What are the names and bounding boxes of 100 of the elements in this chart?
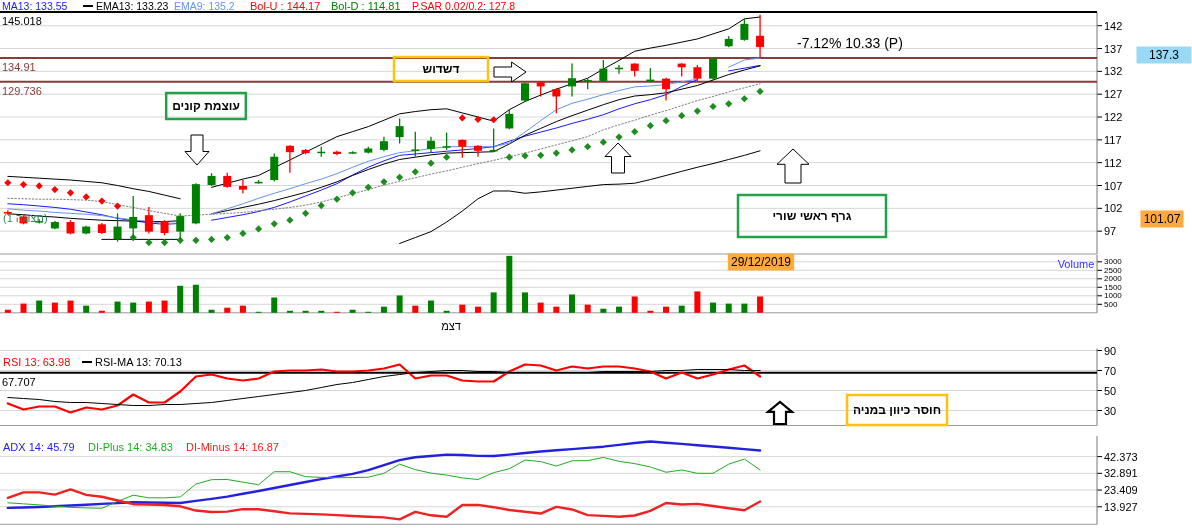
bar xyxy=(490,292,497,313)
annotation: חוסר כיוון במניה xyxy=(852,403,942,417)
text: EMA9: 135.2 xyxy=(174,0,235,12)
point xyxy=(4,179,12,187)
bar xyxy=(569,294,576,313)
point xyxy=(725,100,733,108)
y-tick-label: 32.891 xyxy=(1104,467,1138,480)
note-big: -7.12% 10.33 (P) xyxy=(797,35,903,51)
point xyxy=(552,149,560,157)
point xyxy=(223,233,231,242)
text: MA13: 133.55 xyxy=(2,0,68,12)
bar xyxy=(177,285,184,313)
point xyxy=(693,107,701,115)
note-bbox: 137.3 xyxy=(1136,46,1192,64)
point xyxy=(301,209,310,217)
bar xyxy=(443,310,450,313)
candlestick xyxy=(395,117,404,145)
y-tick-label: 127 xyxy=(1104,88,1123,101)
point xyxy=(411,168,419,176)
y-tick-label: 102 xyxy=(1104,202,1123,215)
point xyxy=(239,229,247,238)
point xyxy=(443,153,451,161)
y-tick-label: 122 xyxy=(1104,111,1123,124)
bar xyxy=(130,302,137,313)
bar xyxy=(192,284,199,313)
point xyxy=(98,197,106,205)
bar xyxy=(506,255,513,313)
point xyxy=(349,189,357,197)
bar xyxy=(553,306,560,313)
point xyxy=(474,115,482,123)
y-tick-label: 500 xyxy=(1104,299,1118,309)
bar xyxy=(20,303,27,313)
bar xyxy=(36,300,43,313)
y-tick-label: 70 xyxy=(1104,364,1117,377)
candlestick xyxy=(270,152,279,183)
point xyxy=(396,173,404,181)
note-plain: Volume xyxy=(1057,258,1095,270)
point xyxy=(709,102,717,111)
bar xyxy=(600,308,607,313)
bar xyxy=(51,302,58,313)
candlestick xyxy=(144,206,153,235)
y-tick-label: 1500 xyxy=(1104,282,1123,292)
point xyxy=(51,186,59,194)
ref-line-label: 129.736 xyxy=(2,84,42,97)
text: RSI 13: 63.98 xyxy=(3,356,71,368)
point xyxy=(380,178,388,186)
bar xyxy=(208,309,215,313)
annotation: דשדוש xyxy=(422,62,460,76)
bar xyxy=(145,301,152,313)
line-series xyxy=(6,488,762,521)
text: P.SAR 0.02/0.2: 127.8 xyxy=(412,0,516,12)
point xyxy=(615,133,623,141)
bar xyxy=(631,296,638,313)
annotation: גרף ראשי שורי xyxy=(772,209,852,223)
ref-line-label: 145.018 xyxy=(2,14,42,27)
bar xyxy=(412,305,419,313)
annotation: עוצמת קונים xyxy=(172,99,240,113)
bar xyxy=(710,302,717,313)
bar xyxy=(584,304,591,313)
y-tick-label: 2500 xyxy=(1104,265,1123,275)
y-tick-label: 90 xyxy=(1104,344,1117,357)
candlestick xyxy=(568,62,577,98)
note-ybox2: חוסר כיוון במניה xyxy=(845,393,949,427)
point xyxy=(113,202,122,210)
bar xyxy=(161,300,168,313)
bar xyxy=(98,310,105,313)
candlestick xyxy=(473,144,482,158)
bar xyxy=(725,303,732,313)
y-tick-label: 3000 xyxy=(1104,257,1123,267)
bar xyxy=(83,305,90,313)
note-plain: Bol-D : 114.81 xyxy=(331,0,401,12)
candlestick xyxy=(756,14,765,59)
bar xyxy=(757,296,764,313)
bar xyxy=(318,310,325,313)
y-tick-label: 2000 xyxy=(1104,274,1123,284)
y-tick-label: 23.409 xyxy=(1104,484,1138,497)
candlestick xyxy=(709,57,718,81)
y-tick-label: 142 xyxy=(1104,19,1123,32)
point xyxy=(145,238,153,247)
candlestick xyxy=(238,179,247,194)
bar xyxy=(286,310,293,313)
note-ybox: דשדוש xyxy=(392,55,490,83)
bar xyxy=(616,306,623,313)
point xyxy=(521,152,529,160)
point xyxy=(599,138,607,146)
point xyxy=(207,235,216,243)
note-gbox: עוצמת קונים xyxy=(164,91,248,121)
point xyxy=(458,114,466,122)
point xyxy=(568,146,576,154)
bar xyxy=(694,291,701,313)
candlestick xyxy=(176,212,185,241)
bar xyxy=(521,292,528,313)
bar xyxy=(663,306,670,313)
ref-line-label: 67.707 xyxy=(2,375,36,388)
text: DI-Minus 14: 16.87 xyxy=(186,441,279,453)
point xyxy=(756,87,764,96)
point xyxy=(160,238,169,247)
point xyxy=(35,182,43,190)
legend-label: EMA13: 133.23 xyxy=(96,0,169,12)
point xyxy=(254,225,263,233)
